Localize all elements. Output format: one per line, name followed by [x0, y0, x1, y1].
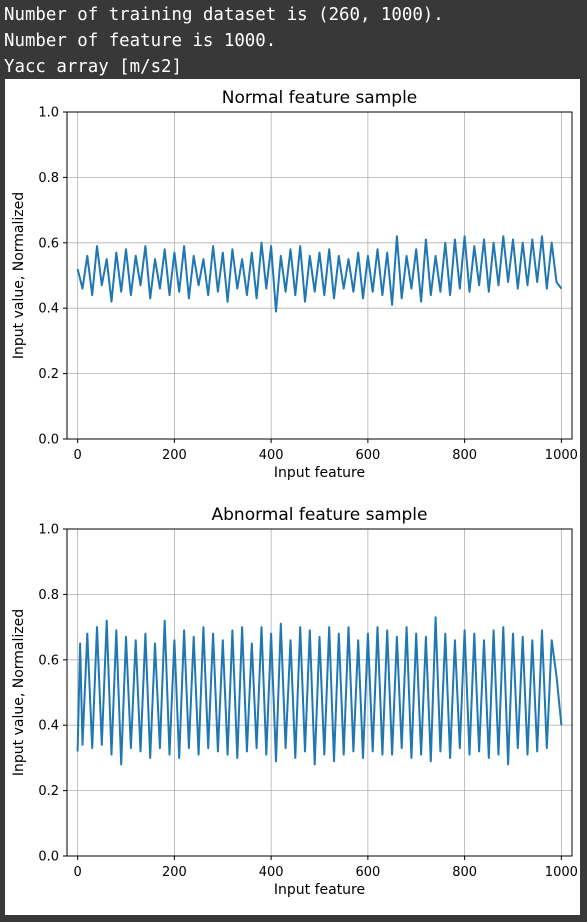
y-tick-label: 0.8: [38, 171, 59, 186]
console-line-dataset: Number of training dataset is (260, 1000…: [4, 5, 444, 25]
chart-panel-1: 0 200 400 600 800 1000 0.0 0.2 0.4 0.6 0.8 1.0 Norma…: [11, 88, 578, 481]
y-tick-label: 0.6: [38, 236, 59, 251]
y-tick-label: 0.8: [38, 588, 59, 603]
console-line-yacc: Yacc array [m/s2]: [4, 57, 182, 77]
x-tick-label: 600: [355, 448, 380, 463]
x-tick-label: 0: [74, 448, 82, 463]
axes-frame: [66, 111, 573, 440]
x-axis-label: Input feature: [274, 465, 365, 481]
x-tick-label: 0: [74, 865, 82, 880]
y-tick-label: 0.2: [38, 784, 59, 799]
x-tick-label: 400: [259, 865, 284, 880]
x-tick-label: 1000: [545, 865, 578, 880]
y-tick-label: 0.2: [38, 367, 59, 382]
y-tick-label: 0.4: [38, 302, 59, 317]
x-tick-label: 800: [452, 865, 477, 880]
matplotlib-figure: 0 200 400 600 800 1000 0.0 0.2 0.4 0.6 0.8 1.0 Norma…: [5, 79, 580, 915]
figure-canvas: 0 200 400 600 800 1000 0.0 0.2 0.4 0.6 0.8 1.0 Norma…: [11, 88, 578, 898]
y-tick-label: 0.4: [38, 719, 59, 734]
chart-title: Abnormal feature sample: [212, 505, 428, 525]
console-output: Number of training dataset is (260, 1000…: [4, 2, 584, 80]
y-axis-label: Input value, Normalized: [11, 609, 27, 776]
y-tick-label: 0.6: [38, 653, 59, 668]
console-line-features: Number of feature is 1000.: [4, 31, 277, 51]
y-axis-label: Input value, Normalized: [11, 192, 27, 359]
chart-panel-2: 0 200 400 600 800 1000 0.0 0.2 0.4 0.6 0.8 1.0 Abnor…: [11, 505, 578, 898]
y-tick-label: 0.0: [38, 850, 59, 865]
x-tick-label: 800: [452, 448, 477, 463]
chart-title: Normal feature sample: [222, 88, 418, 108]
x-tick-label: 400: [259, 448, 284, 463]
axes-frame: [66, 528, 573, 857]
data-series-line: [76, 235, 563, 313]
x-tick-label: 200: [162, 448, 187, 463]
x-tick-label: 1000: [545, 448, 578, 463]
x-tick-label: 200: [162, 865, 187, 880]
y-tick-label: 0.0: [38, 433, 59, 448]
y-tick-label: 1.0: [38, 523, 59, 538]
x-tick-label: 600: [355, 865, 380, 880]
x-axis-label: Input feature: [274, 882, 365, 898]
y-tick-label: 1.0: [38, 106, 59, 121]
data-series-line: [76, 616, 563, 766]
